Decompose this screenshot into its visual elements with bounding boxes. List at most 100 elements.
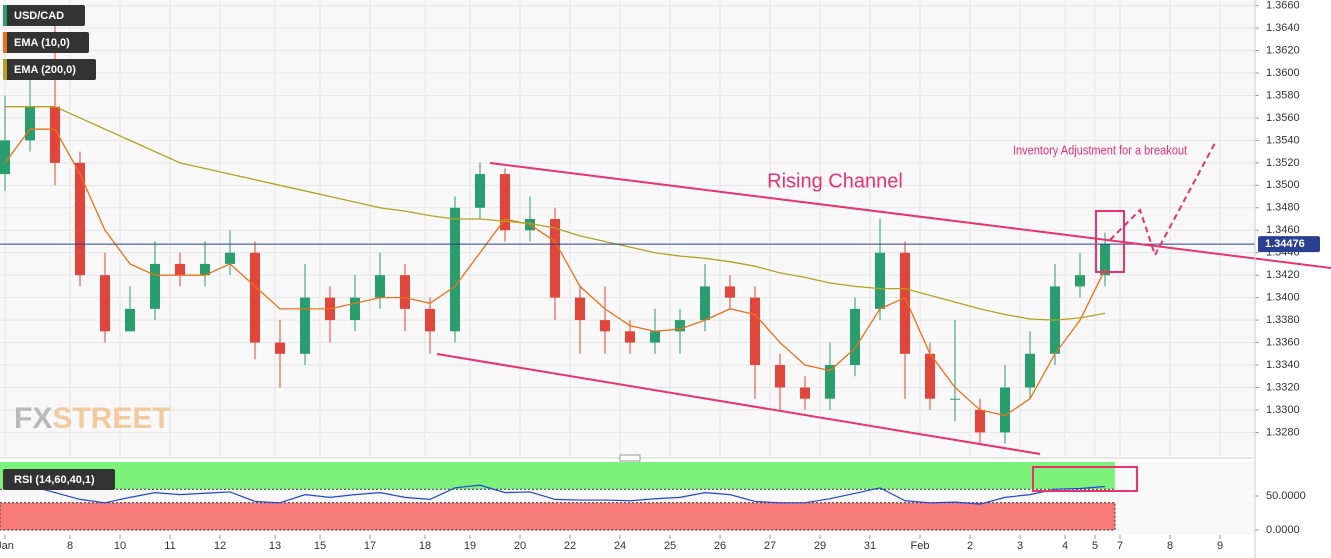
candle-body [200, 263, 210, 276]
y-tick-label: 1.3320 [1266, 381, 1300, 393]
candle-body [700, 286, 710, 321]
candle-body [975, 409, 985, 433]
ema-line [5, 106, 1106, 321]
x-tick-label: 10 [114, 540, 126, 552]
rsi-lower-zone [0, 502, 1116, 531]
candle-body [875, 252, 885, 309]
candle-body [675, 320, 685, 332]
y-tick-label: 1.3420 [1266, 269, 1300, 281]
channel-lower [436, 353, 1041, 455]
candle-body [800, 387, 810, 399]
watermark: FXSTREET [14, 402, 171, 435]
x-tick-label: 5 [1092, 540, 1098, 552]
x-tick-label: Feb [911, 540, 930, 552]
candle-body [750, 297, 760, 366]
x-tick-label: 24 [614, 540, 626, 552]
candle-body [100, 275, 110, 332]
rsi-upper-zone [0, 462, 1115, 490]
channel-upper [489, 162, 1331, 269]
y-tick-label: 1.3300 [1266, 404, 1300, 416]
y-tick-label: 1.3560 [1266, 112, 1300, 124]
candle-body [400, 275, 410, 309]
candle-body [825, 365, 835, 399]
x-tick-label: 4 [1062, 540, 1068, 552]
y-tick-label: 50.0000 [1266, 490, 1306, 502]
legend-label: USD/CAD [14, 10, 64, 22]
y-tick-label: 1.3460 [1266, 224, 1300, 236]
candle-body [475, 174, 485, 208]
legend-swatch [3, 59, 7, 80]
candle-body [500, 174, 510, 231]
y-tick-label: 1.3380 [1266, 314, 1300, 326]
y-tick-label: 1.3600 [1266, 67, 1300, 79]
y-tick-label: 1.3520 [1266, 157, 1300, 169]
watermark-part: STREET [52, 402, 170, 435]
candle-body [450, 207, 460, 332]
candle-body [575, 297, 585, 321]
grid [0, 0, 1259, 539]
y-tick-label: 1.3400 [1266, 292, 1300, 304]
legend-label: EMA (200,0) [14, 64, 76, 76]
y-tick-label: 1.3620 [1266, 44, 1300, 56]
candle-body [600, 320, 610, 332]
legend-box [3, 469, 115, 490]
ema-line [4, 128, 1106, 417]
x-tick-label: 9 [1217, 540, 1223, 552]
x-tick-label: 20 [514, 540, 526, 552]
candle-body [225, 252, 235, 264]
candle-body [950, 398, 960, 400]
x-tick-label: 26 [714, 540, 726, 552]
y-tick-label: 1.3580 [1266, 89, 1300, 101]
candle-body [900, 252, 910, 354]
y-tick-label: 1.3500 [1266, 179, 1300, 191]
candle-body [300, 297, 310, 354]
x-tick-label: 29 [814, 540, 826, 552]
last-price-label: 1.34476 [1265, 238, 1305, 250]
x-tick-label: 18 [419, 540, 431, 552]
y-tick-label: 1.3440 [1266, 247, 1300, 259]
y-tick-label: 1.3640 [1266, 22, 1300, 34]
annotation: Inventory Adjustment for a breakout [1013, 143, 1188, 158]
legend-box [3, 32, 89, 53]
x-tick-label: 31 [864, 540, 876, 552]
breakout-path [1109, 142, 1216, 258]
candle-body [175, 263, 185, 276]
watermark-part: FX [14, 402, 52, 435]
plot-background [0, 0, 1255, 456]
y-tick-label: 1.3280 [1266, 426, 1300, 438]
rsi-line [4, 484, 1106, 505]
x-tick-label: 2 [967, 540, 973, 552]
candle-body [0, 140, 10, 175]
candle-body [550, 219, 560, 298]
y-tick-label: 1.3480 [1266, 202, 1300, 214]
x-tick-label: 8 [67, 540, 73, 552]
legend-box [3, 5, 85, 26]
x-tick-label: 12 [214, 540, 226, 552]
candle-body [1025, 353, 1035, 388]
x-tick-label: Jan [0, 540, 14, 552]
x-tick-label: 11 [164, 540, 175, 552]
candle-body [725, 286, 735, 298]
candle-body [375, 275, 385, 298]
x-tick-label: 27 [764, 540, 776, 552]
candle-body [850, 308, 860, 366]
candle-body [1100, 244, 1110, 276]
candle-body [125, 308, 135, 332]
x-tick-label: 15 [314, 540, 326, 552]
candle-body [625, 331, 635, 343]
y-tick-label: 1.3540 [1266, 134, 1300, 146]
candle-body [50, 106, 60, 163]
legend-swatch [3, 32, 7, 53]
legend-box [3, 59, 96, 80]
x-tick-label: 19 [464, 540, 476, 552]
legend-label: EMA (10,0) [14, 37, 70, 49]
y-tick-label: 1.3660 [1266, 0, 1300, 12]
x-tick-label: 22 [564, 540, 576, 552]
y-tick-label: 1.3360 [1266, 336, 1300, 348]
last-price-box [1258, 236, 1320, 253]
x-tick-label: 7 [1117, 540, 1123, 552]
candle-body [25, 106, 35, 141]
y-tick-label: 0.0000 [1266, 524, 1300, 536]
candle-body [250, 252, 260, 343]
